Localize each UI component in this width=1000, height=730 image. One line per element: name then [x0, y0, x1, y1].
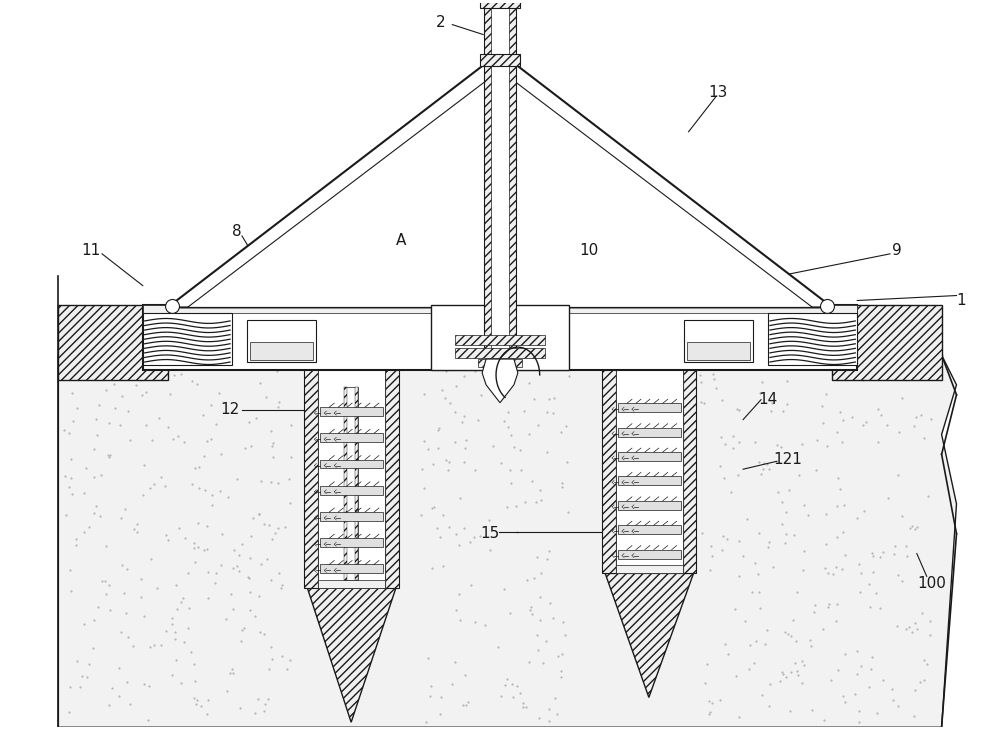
Text: 14: 14 — [758, 392, 778, 407]
Polygon shape — [168, 53, 832, 307]
Bar — [491, 62, 509, 355]
Bar — [602, 365, 616, 573]
Bar — [320, 460, 383, 469]
Bar — [455, 348, 545, 358]
Bar — [768, 313, 857, 365]
Bar — [304, 365, 318, 588]
Text: 15: 15 — [480, 526, 500, 541]
Bar — [320, 564, 383, 573]
Bar — [431, 305, 569, 370]
Bar — [320, 407, 383, 416]
Text: 12: 12 — [220, 402, 240, 417]
Bar — [455, 335, 545, 345]
Bar — [618, 477, 681, 485]
Bar — [484, 62, 516, 355]
Text: 8: 8 — [232, 223, 242, 239]
Bar — [143, 313, 232, 365]
Polygon shape — [187, 70, 813, 307]
Bar — [491, 1, 509, 62]
Bar — [143, 305, 857, 313]
Polygon shape — [307, 588, 396, 722]
Bar — [247, 320, 316, 362]
Bar — [480, 54, 520, 66]
Bar — [683, 365, 696, 573]
Bar — [618, 428, 681, 437]
Text: 9: 9 — [892, 243, 902, 258]
Polygon shape — [482, 359, 518, 403]
Text: 121: 121 — [773, 452, 802, 466]
Bar — [687, 342, 750, 360]
Bar — [320, 512, 383, 521]
Bar — [320, 538, 383, 548]
Text: 13: 13 — [709, 85, 728, 99]
Bar — [143, 305, 857, 370]
Bar — [480, 0, 520, 8]
Bar — [616, 566, 683, 573]
Bar — [484, 1, 516, 62]
Text: 10: 10 — [580, 243, 599, 258]
Polygon shape — [605, 573, 694, 697]
Bar — [320, 485, 383, 495]
Bar — [320, 434, 383, 442]
Bar — [684, 320, 753, 362]
Bar — [510, 359, 522, 367]
Bar — [832, 305, 942, 380]
Bar — [616, 365, 683, 573]
Polygon shape — [58, 355, 956, 727]
Bar — [344, 387, 358, 580]
Bar — [618, 403, 681, 412]
Bar — [58, 305, 168, 380]
Bar — [478, 359, 490, 367]
Bar — [618, 550, 681, 558]
Text: 2: 2 — [436, 15, 445, 30]
Text: 11: 11 — [82, 243, 101, 258]
Text: 1: 1 — [957, 293, 966, 308]
Bar — [250, 342, 313, 360]
Text: 100: 100 — [917, 576, 946, 591]
Bar — [344, 387, 347, 580]
Bar — [618, 525, 681, 534]
Circle shape — [821, 299, 834, 313]
Circle shape — [166, 299, 179, 313]
Text: A: A — [396, 234, 406, 248]
Bar — [618, 501, 681, 510]
Bar — [355, 387, 358, 580]
Bar — [318, 580, 385, 588]
Bar — [318, 365, 385, 588]
Bar — [618, 452, 681, 461]
Bar — [385, 365, 399, 588]
